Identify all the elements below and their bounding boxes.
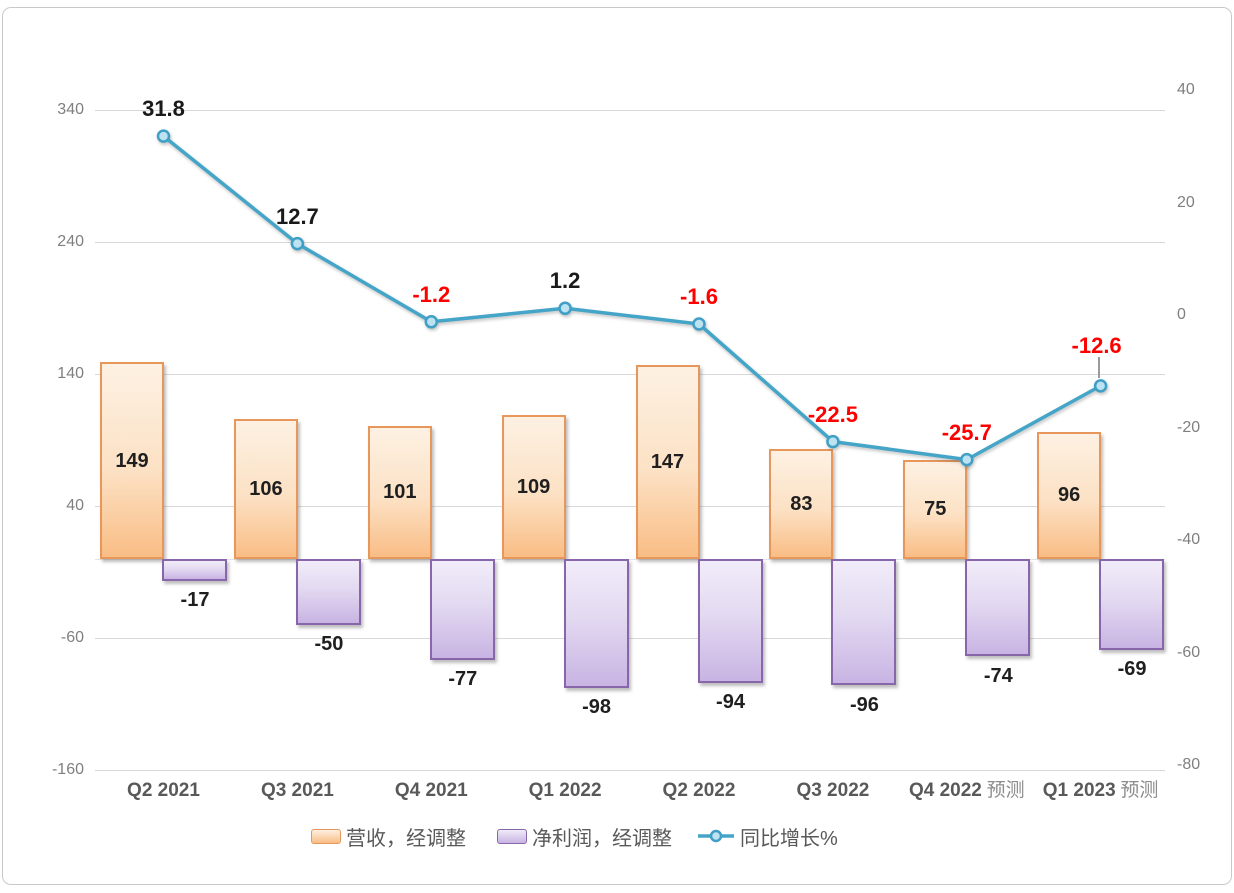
- x-axis-label-quarter: Q4 2022: [908, 780, 982, 801]
- growth-line: [161, 134, 1103, 462]
- x-axis-label: Q2 2022: [619, 779, 779, 803]
- growth-point-label: 31.8: [142, 96, 185, 122]
- net-profit-bar: [1099, 558, 1165, 650]
- right-axis-tick: 20: [1177, 193, 1195, 211]
- net-profit-bar-label: -94: [716, 690, 745, 713]
- net-profit-bar: [162, 558, 227, 582]
- growth-point-label: -1.6: [680, 284, 718, 309]
- net-profit-swatch-icon: [497, 828, 527, 844]
- right-axis-tick: -80: [1177, 756, 1201, 773]
- revenue-bar: [100, 362, 164, 559]
- legend-item-revenue: 营收，经调整: [311, 822, 466, 850]
- growth-point-marker: [424, 315, 439, 329]
- forecast-suffix: 预测: [981, 780, 1025, 801]
- net-profit-bar: [965, 558, 1031, 657]
- growth-point-marker: [826, 434, 840, 449]
- gridline: [95, 770, 1165, 771]
- gridline: [95, 638, 1165, 639]
- right-axis-tick: 0: [1177, 306, 1186, 323]
- revenue-bar-label: 96: [1057, 484, 1081, 507]
- gridline: [95, 506, 1165, 507]
- growth-point-label: -12.6: [1071, 332, 1122, 358]
- growth-point-marker: [1093, 379, 1108, 393]
- legend: 营收，经调整 净利润，经调整 同比增长%: [0, 822, 1234, 852]
- x-axis-label: Q4 2021: [351, 779, 511, 803]
- x-axis-label-quarter: Q3 2022: [796, 780, 870, 801]
- growth-point-label: 12.7: [275, 203, 319, 229]
- net-profit-bar-label: -96: [849, 693, 879, 716]
- net-profit-bar-label: -17: [180, 589, 210, 612]
- net-profit-bar-label: -69: [1117, 657, 1147, 680]
- x-axis-label-quarter: Q2 2021: [127, 780, 200, 801]
- left-axis-tick: 240: [57, 233, 84, 250]
- gridline: [95, 110, 1165, 111]
- net-profit-bar: [563, 558, 629, 689]
- net-profit-bar-label: -74: [983, 664, 1013, 687]
- category-baseline: [95, 558, 1165, 560]
- x-axis-label-quarter: Q3 2021: [260, 780, 334, 801]
- legend-item-growth: 同比增长%: [697, 822, 838, 850]
- revenue-bar: [769, 449, 834, 559]
- net-profit-bar: [429, 558, 495, 661]
- left-axis-tick: 340: [57, 101, 84, 118]
- x-axis-label: Q1 2022: [485, 779, 645, 803]
- net-profit-bar: [295, 558, 361, 625]
- net-profit-bar-label: -77: [448, 668, 478, 691]
- legend-label-revenue: 营收，经调整: [346, 827, 466, 850]
- x-axis-label-quarter: Q4 2021: [394, 780, 468, 801]
- legend-label-net-profit: 净利润，经调整: [532, 827, 672, 850]
- left-axis-tick: 140: [57, 365, 84, 382]
- right-axis-tick: 40: [1177, 81, 1195, 98]
- right-axis-tick: -40: [1177, 531, 1201, 548]
- gridline: [95, 374, 1165, 375]
- x-axis-label-quarter: Q2 2022: [662, 780, 736, 801]
- growth-point-label: -22.5: [807, 401, 858, 427]
- revenue-bar-label: 101: [383, 481, 417, 504]
- revenue-swatch-icon: [311, 828, 341, 844]
- growth-point-label: 1.2: [549, 268, 581, 294]
- x-axis-label-quarter: Q1 2023: [1042, 780, 1116, 801]
- growth-point-marker: [156, 129, 171, 143]
- growth-point-marker: [692, 317, 706, 331]
- net-profit-bar: [831, 558, 897, 686]
- growth-line-marker-icon: [698, 829, 734, 843]
- revenue-bar-label: 109: [516, 475, 551, 498]
- growth-point-marker: [290, 236, 305, 251]
- x-axis-label: Q4 2022 预测: [887, 779, 1047, 803]
- left-axis-tick: -60: [60, 629, 84, 646]
- left-axis-tick: 40: [66, 497, 84, 514]
- revenue-bar-label: 83: [790, 493, 813, 515]
- x-axis-label: Q1 2023 预测: [1021, 779, 1181, 803]
- x-axis-label: Q3 2021: [217, 779, 377, 803]
- x-axis-label-quarter: Q1 2022: [528, 780, 602, 801]
- x-axis-label: Q2 2021: [84, 779, 244, 803]
- growth-point-label: -25.7: [941, 419, 992, 445]
- forecast-suffix: 预测: [1115, 780, 1159, 801]
- left-axis-tick: -160: [51, 761, 84, 778]
- revenue-bar-label: 106: [249, 477, 283, 500]
- label-leader-line: [1098, 356, 1100, 378]
- gridline: [95, 242, 1165, 243]
- legend-item-net-profit: 净利润，经调整: [497, 822, 672, 850]
- net-profit-bar: [697, 558, 763, 683]
- revenue-bar-label: 149: [115, 449, 149, 472]
- right-axis-tick: -60: [1177, 643, 1201, 661]
- revenue-bar-label: 75: [924, 498, 947, 521]
- revenue-bar-label: 147: [650, 450, 685, 473]
- net-profit-bar-label: -98: [582, 696, 612, 719]
- right-axis-tick: -20: [1177, 418, 1201, 436]
- growth-point-marker: [558, 301, 572, 316]
- growth-point-label: -1.2: [412, 281, 451, 307]
- legend-label-growth: 同比增长%: [740, 827, 838, 850]
- net-profit-bar-label: -50: [314, 632, 344, 655]
- x-axis-label: Q3 2022: [753, 779, 913, 803]
